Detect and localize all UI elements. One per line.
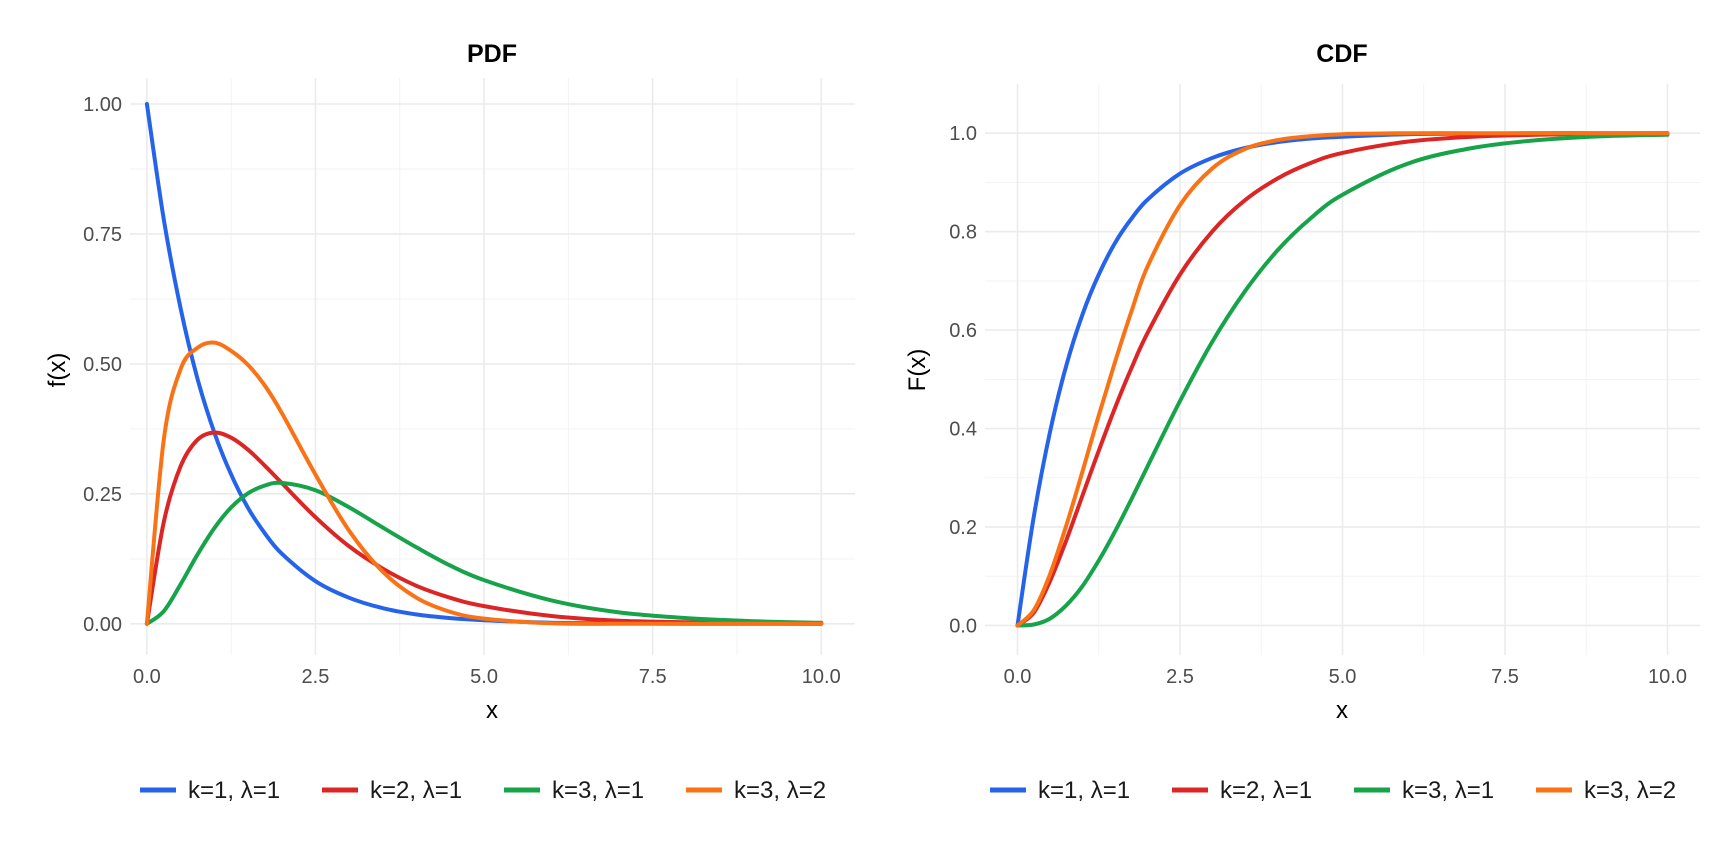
pdf-series [144, 102, 824, 626]
cdf-ticks: 0.0 2.5 5.0 7.5 10.0 0.0 0.2 0.4 0.6 0.8 1.0 [949, 123, 1687, 688]
pdf-x-tick-label: 5.0 [470, 666, 498, 688]
pdf-title: PDF [467, 40, 517, 68]
cdf-x-tick-label: 5.0 [1329, 666, 1357, 688]
pdf-x-tick-label: 2.5 [302, 666, 330, 688]
cdf-legend-label-3: k=3, λ=1 [1402, 777, 1494, 804]
cdf-legend-label-4: k=3, λ=2 [1584, 777, 1676, 804]
cdf-series-line-4 [1015, 131, 1670, 628]
cdf-y-tick-label: 0.4 [949, 419, 977, 441]
cdf-y-tick-label: 0.0 [949, 615, 977, 637]
pdf-x-tick-label: 7.5 [639, 666, 667, 688]
cdf-x-tick-label: 2.5 [1166, 666, 1194, 688]
cdf-x-axis-label: x [1336, 697, 1348, 724]
pdf-y-tick-label: 0.00 [83, 614, 122, 636]
pdf-y-tick-label: 1.00 [83, 94, 122, 116]
pdf-x-tick-label: 0.0 [133, 666, 161, 688]
pdf-y-tick-label: 0.50 [83, 354, 122, 376]
cdf-grid [985, 84, 1700, 655]
pdf-x-tick-label: 10.0 [802, 666, 841, 688]
pdf-panel: PDF 0.0 2.5 5.0 7.5 10.0 0.00 0.25 0.50 0.75 1.00… [44, 40, 855, 804]
cdf-y-tick-label: 1.0 [949, 123, 977, 145]
pdf-legend-label-4: k=3, λ=2 [734, 777, 826, 804]
cdf-x-tick-label: 0.0 [1004, 666, 1032, 688]
cdf-series-line-3 [1015, 132, 1670, 628]
cdf-y-tick-label: 0.6 [949, 320, 977, 342]
cdf-y-axis-label: F(x) [904, 349, 931, 392]
cdf-panel: CDF 0.0 2.5 5.0 7.5 10.0 0.0 0.2 0.4 0.6 0.8 1.0 x… [904, 40, 1700, 804]
cdf-x-tick-label: 7.5 [1491, 666, 1519, 688]
cdf-series [1015, 131, 1670, 628]
pdf-legend-label-1: k=1, λ=1 [188, 777, 280, 804]
pdf-x-axis-label: x [486, 697, 498, 724]
pdf-y-tick-label: 0.75 [83, 224, 122, 246]
pdf-legend-label-2: k=2, λ=1 [370, 777, 462, 804]
pdf-legend-label-3: k=3, λ=1 [552, 777, 644, 804]
pdf-series-line-2 [144, 430, 824, 626]
cdf-y-tick-label: 0.8 [949, 222, 977, 244]
cdf-legend-label-2: k=2, λ=1 [1220, 777, 1312, 804]
pdf-series-line-4 [144, 340, 824, 626]
cdf-series-line-2 [1015, 131, 1670, 628]
pdf-grid [130, 78, 855, 655]
pdf-ticks: 0.0 2.5 5.0 7.5 10.0 0.00 0.25 0.50 0.75 1.00 [83, 94, 841, 688]
cdf-title: CDF [1316, 40, 1367, 68]
cdf-x-tick-label: 10.0 [1648, 666, 1687, 688]
pdf-legend: k=1, λ=1 k=2, λ=1 k=3, λ=1 k=3, λ=2 [140, 777, 826, 804]
pdf-y-axis-label: f(x) [44, 353, 71, 388]
cdf-y-tick-label: 0.2 [949, 517, 977, 539]
pdf-series-line-3 [144, 480, 824, 626]
pdf-y-tick-label: 0.25 [83, 484, 122, 506]
cdf-legend-label-1: k=1, λ=1 [1038, 777, 1130, 804]
cdf-legend: k=1, λ=1 k=2, λ=1 k=3, λ=1 k=3, λ=2 [990, 777, 1676, 804]
